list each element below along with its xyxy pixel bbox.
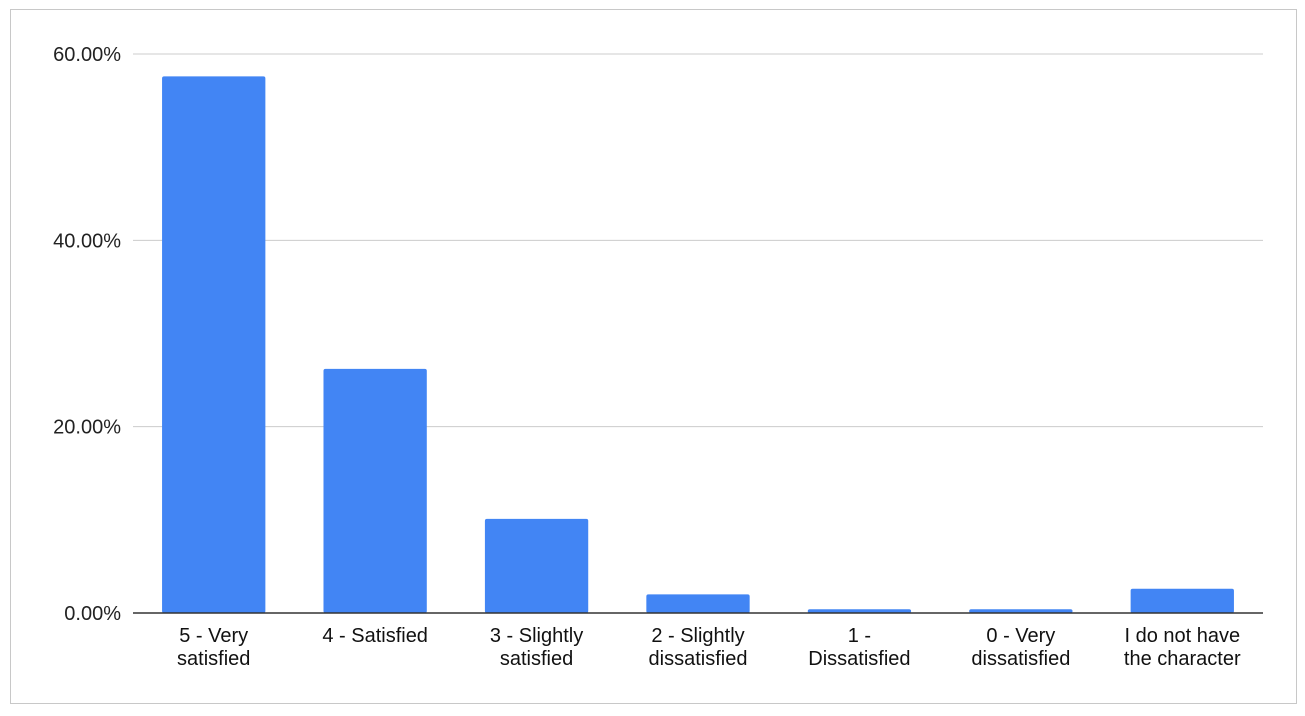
x-category-label-line: 2 - Slightly: [651, 625, 744, 647]
bar: [162, 76, 266, 614]
bar: [1130, 588, 1234, 613]
x-category-label: 1 -Dissatisfied: [808, 625, 910, 670]
bar: [969, 609, 1073, 613]
x-category-label: 0 - Very dissatisfied: [971, 625, 1070, 670]
x-category-label-line: 0 - Very: [986, 625, 1055, 647]
x-category-label: 2 - Slightly dissatisfied: [649, 625, 748, 670]
x-category-label-line: I do not have: [1124, 625, 1240, 647]
bars: [162, 76, 1234, 614]
x-category-label-line: 4 - Satisfied: [322, 625, 428, 647]
x-category-label-line: satisfied: [177, 648, 250, 670]
x-category-label: 5 - Very satisfied: [177, 625, 250, 670]
gridlines: [133, 53, 1263, 428]
x-category-label-line: dissatisfied: [649, 648, 748, 670]
x-category-label-line: the character: [1124, 648, 1241, 670]
x-category-label-line: dissatisfied: [971, 648, 1070, 670]
y-axis-ticks: 0.00% 20.00% 40.00% 60.00%: [53, 44, 121, 625]
bar: [484, 518, 589, 613]
x-category-label: 4 - Satisfied: [322, 625, 428, 647]
x-category-label: I do not have the character: [1124, 625, 1241, 670]
y-tick-label: 60.00%: [53, 44, 121, 66]
x-category-label-line: satisfied: [500, 648, 573, 670]
bar: [323, 368, 427, 613]
x-category-label: 3 - Slightly satisfied: [490, 625, 583, 670]
y-tick-label: 40.00%: [53, 230, 121, 252]
y-tick-label: 20.00%: [53, 417, 121, 439]
y-tick-label: 0.00%: [64, 603, 121, 625]
x-category-label-line: Dissatisfied: [808, 648, 910, 670]
x-category-label-line: 1 -: [848, 625, 871, 647]
x-category-label-line: 5 - Very: [179, 625, 248, 647]
x-category-label-line: 3 - Slightly: [490, 625, 583, 647]
bar: [646, 594, 750, 613]
bar: [807, 609, 912, 613]
